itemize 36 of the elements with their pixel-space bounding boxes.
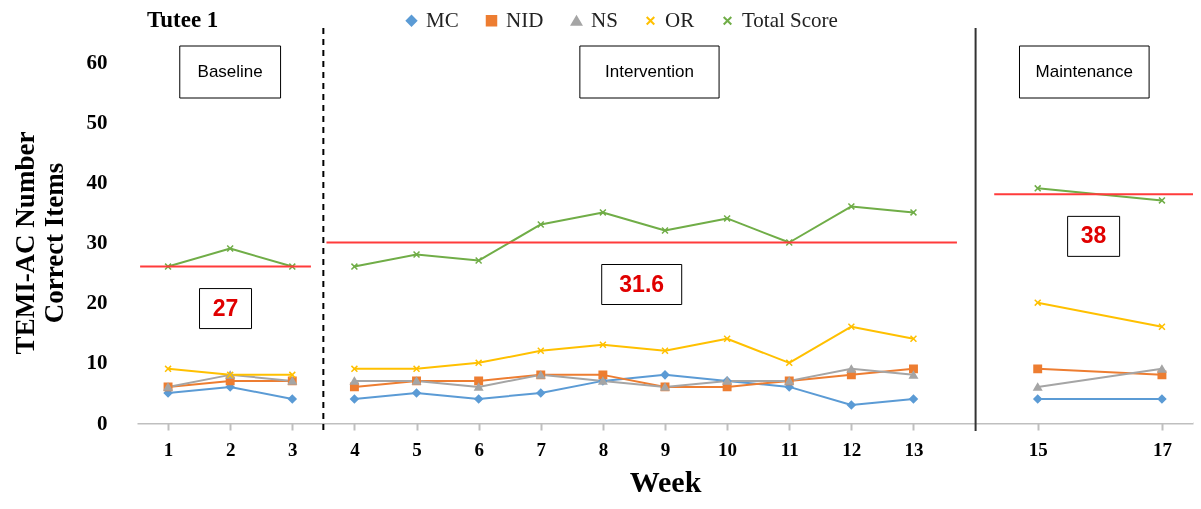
x-tick-label: 1 xyxy=(163,438,174,460)
annotation: 38 xyxy=(1080,222,1107,249)
legend-label: OR xyxy=(665,7,695,32)
x-tick-label: 2 xyxy=(225,438,236,460)
x-tick-label: 9 xyxy=(660,438,671,460)
x-tick-label: 7 xyxy=(536,438,547,460)
x-tick-label: 17 xyxy=(1152,438,1173,460)
y-tick-label: 50 xyxy=(86,109,108,134)
x-tick-label: 3 xyxy=(288,438,298,460)
legend-label: Total Score xyxy=(742,7,838,32)
x-tick-label: 13 xyxy=(904,438,924,460)
x-tick-label: 6 xyxy=(474,438,484,460)
legend-label: NID xyxy=(506,7,544,32)
x-tick-label: 12 xyxy=(842,438,862,460)
band-label: Baseline xyxy=(197,62,263,81)
y-tick-label: 10 xyxy=(86,350,108,375)
y-tick-label: 20 xyxy=(86,290,108,315)
y-tick-label: 60 xyxy=(86,49,108,74)
x-tick-label: 10 xyxy=(718,438,738,460)
x-tick-label: 15 xyxy=(1028,438,1048,460)
y-tick-label: 30 xyxy=(86,230,108,254)
band-label: Maintenance xyxy=(1035,62,1133,81)
band-label: Intervention xyxy=(605,62,694,81)
y-axis-title: TEMI-AC Number Correct Items xyxy=(9,131,69,355)
x-tick-label: 5 xyxy=(412,438,422,460)
x-axis-title: Week xyxy=(629,464,702,498)
annotation: 27 xyxy=(212,294,239,321)
x-tick-label: 8 xyxy=(598,438,609,460)
annotation: 31.6 xyxy=(619,270,665,297)
x-tick-label: 4 xyxy=(350,438,361,460)
chart-title: Tutee 1 xyxy=(147,7,219,32)
legend-label: NS xyxy=(591,7,618,32)
y-tick-label: 40 xyxy=(86,169,108,194)
y-tick-label: 0 xyxy=(97,410,108,435)
legend-label: MC xyxy=(426,7,459,32)
x-tick-label: 11 xyxy=(780,438,799,460)
